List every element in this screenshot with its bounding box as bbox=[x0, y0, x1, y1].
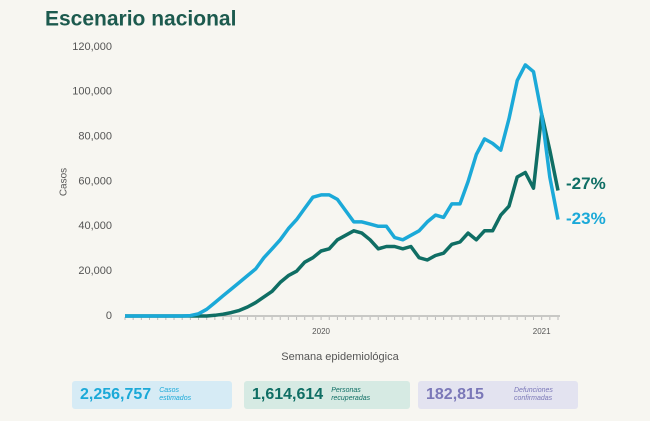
x-tick-label: 2020 bbox=[312, 327, 330, 336]
stat-label: Defunciones confirmadas bbox=[514, 387, 553, 403]
y-tick-label: 20,000 bbox=[78, 265, 112, 277]
y-tick-label: 40,000 bbox=[78, 220, 112, 232]
stat-value: 182,815 bbox=[426, 386, 484, 403]
x-axis-title: Semana epidemiológica bbox=[281, 351, 399, 363]
series-line bbox=[125, 63, 560, 318]
annotation: -23% bbox=[566, 209, 606, 228]
stat-label-line: confirmadas bbox=[514, 395, 553, 402]
series-line bbox=[125, 112, 560, 318]
y-tick-label: 60,000 bbox=[78, 175, 112, 187]
stat-label-line: Personas bbox=[331, 387, 361, 394]
chart-title: Escenario nacional bbox=[45, 8, 236, 31]
stat-box: 2,256,757 Casos estimados bbox=[72, 381, 232, 409]
stat-value: 1,614,614 bbox=[252, 386, 324, 403]
y-tick-label: 80,000 bbox=[78, 131, 112, 143]
stat-box: 182,815 Defunciones confirmadas bbox=[418, 381, 578, 409]
x-tick-label: 2021 bbox=[533, 327, 551, 336]
stat-label-line: estimados bbox=[159, 395, 192, 402]
stat-label-line: recuperadas bbox=[331, 395, 371, 402]
y-tick-label: 0 bbox=[106, 310, 112, 322]
stat-label-line: Casos bbox=[159, 387, 180, 394]
stat-label: Personas recuperadas bbox=[331, 387, 370, 403]
y-axis-title: Casos bbox=[59, 168, 70, 196]
annotation: -27% bbox=[566, 174, 606, 193]
stat-label: Casos estimados bbox=[159, 387, 191, 403]
stat-value: 2,256,757 bbox=[80, 386, 152, 403]
stat-label-line: Defunciones bbox=[514, 387, 553, 394]
y-tick-label: 120,000 bbox=[72, 41, 112, 53]
chart: Escenario nacional Casos Semana epidemio… bbox=[45, 8, 606, 363]
stat-box: 1,614,614 Personas recuperadas bbox=[244, 381, 410, 409]
y-tick-label: 100,000 bbox=[72, 86, 112, 98]
